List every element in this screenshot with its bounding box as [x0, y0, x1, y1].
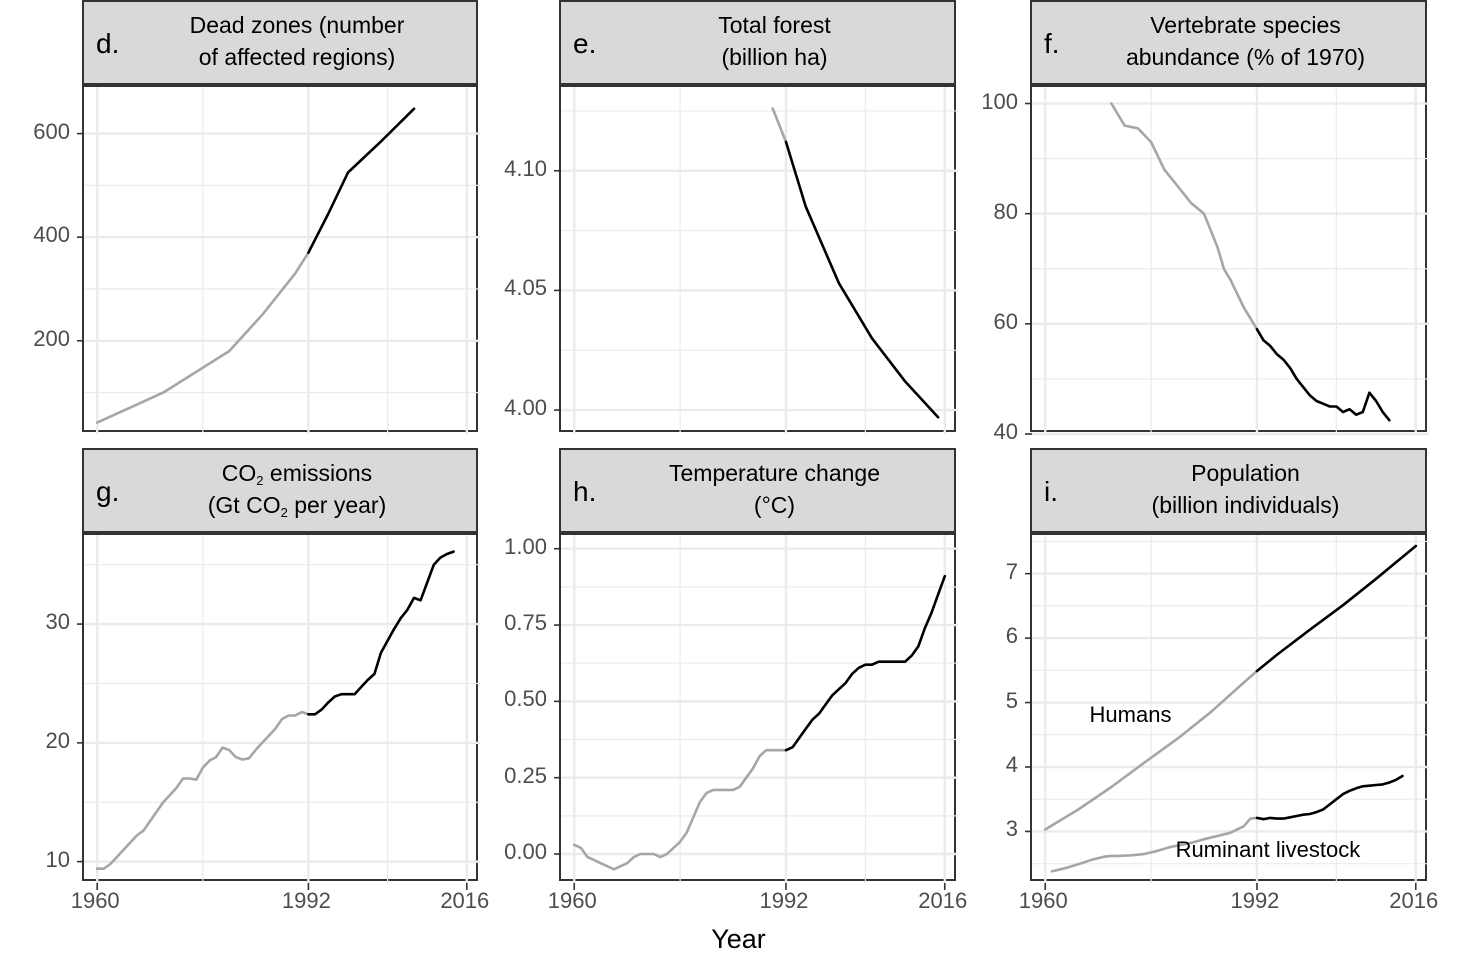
- facet-strip: d. Dead zones (number of affected regions): [82, 0, 478, 85]
- panel-title-line: (Gt CO2 per year): [207, 492, 387, 520]
- facet-strip: i. Population (billion individuals): [1030, 448, 1427, 533]
- series-line-recent: [1255, 544, 1418, 673]
- panel-g: g. CO2 emissions (Gt CO2 per year) 10 20 30 19…: [46, 448, 489, 913]
- y-tick-label: 60: [993, 308, 1018, 334]
- facet-strip: h. Temperature change (°C): [559, 448, 956, 533]
- panel-h: h. Temperature change (°C) 0.00 0.25 0.50 0.75…: [504, 448, 967, 913]
- y-tick-label: 400: [33, 222, 70, 248]
- panel-title-line: (billion individuals): [1151, 492, 1340, 518]
- x-tick-label: 1960: [1018, 888, 1068, 913]
- panel-letter: e.: [573, 28, 597, 59]
- panel-e: e. Total forest (billion ha) 4.00 4.05 4.10: [504, 0, 958, 434]
- plot-area: [1025, 85, 1429, 436]
- x-tick-label: 1992: [759, 888, 809, 913]
- facet-strip: g. CO2 emissions (Gt CO2 per year): [82, 448, 478, 533]
- plot-svg: [77, 535, 480, 890]
- panel-d: d. Dead zones (number of affected regions)…: [33, 0, 480, 434]
- facet-strip: e. Total forest (billion ha): [559, 0, 956, 85]
- x-tick-label: 1992: [281, 888, 331, 913]
- y-tick-label: 80: [993, 198, 1018, 224]
- y-tick-label: 40: [993, 419, 1018, 444]
- panel-title-line: Vertebrate species: [1150, 12, 1341, 38]
- series-line-historical: [1043, 669, 1259, 831]
- y-tick-label: 3: [1005, 816, 1018, 842]
- facet-strip: f. Vertebrate species abundance (% of 1970…: [1030, 0, 1427, 85]
- x-tick-label: 2016: [918, 888, 968, 913]
- series-line-historical: [1110, 102, 1259, 331]
- panel-letter: g.: [96, 476, 120, 507]
- series-line-historical: [95, 251, 310, 424]
- panel-letter: f.: [1044, 28, 1060, 59]
- panel-title-line: Population: [1191, 460, 1300, 486]
- plot-area: [554, 533, 958, 890]
- series-line-recent: [784, 140, 940, 419]
- y-tick-label: 0.25: [504, 762, 547, 788]
- plot-svg: [554, 535, 958, 890]
- plot-area: [77, 85, 480, 434]
- x-tick-label: 2016: [1389, 888, 1439, 913]
- panel-letter: i.: [1044, 476, 1058, 507]
- y-tick-label: 0.50: [504, 686, 547, 712]
- x-tick-label: 1960: [547, 888, 597, 913]
- y-tick-label: 5: [1005, 687, 1018, 713]
- plot-svg: [1025, 87, 1429, 436]
- y-tick-label: 0.00: [504, 839, 547, 864]
- y-tick-label: 0.75: [504, 610, 547, 636]
- x-axis-title: Year: [711, 924, 766, 954]
- y-tick-label: 4: [1005, 752, 1018, 777]
- series-line-recent: [1255, 774, 1404, 821]
- x-tick-label: 1992: [1230, 888, 1280, 913]
- panel-title-line: Total forest: [718, 12, 831, 38]
- plot-svg: [77, 87, 480, 434]
- panel-title-line: CO2 emissions: [221, 460, 373, 488]
- y-tick-label: 200: [33, 325, 70, 351]
- panel-title-line: of affected regions): [198, 44, 396, 70]
- panel-title-line: Temperature change: [669, 460, 880, 486]
- plot-area: [1025, 533, 1429, 890]
- x-tick-label: 1960: [70, 888, 120, 913]
- y-tick-label: 4.00: [504, 395, 547, 421]
- panel-title-line: (°C): [753, 492, 796, 518]
- series-line-historical: [1050, 816, 1259, 873]
- y-tick-label: 4.05: [504, 275, 547, 301]
- y-tick-label: 10: [45, 846, 70, 872]
- ruminant-livestock-label: Ruminant livestock: [1175, 837, 1361, 863]
- panel-title-line: Dead zones (number: [189, 12, 405, 38]
- series-line-recent: [784, 574, 947, 752]
- series-line-recent: [1255, 328, 1391, 422]
- panel-title-line: (billion ha): [721, 44, 828, 70]
- series-line-recent: [307, 550, 455, 716]
- y-tick-label: 1.00: [504, 533, 547, 559]
- panel-letter: h.: [573, 476, 597, 507]
- plot-svg: [1025, 535, 1429, 890]
- y-tick-label: 600: [33, 118, 70, 144]
- series-line-recent: [307, 107, 416, 254]
- y-tick-label: 7: [1005, 558, 1018, 584]
- series-line-historical: [95, 710, 310, 870]
- plot-area: [554, 85, 958, 434]
- plot-svg: [554, 87, 958, 434]
- x-tick-label: 2016: [440, 888, 490, 913]
- y-tick-label: 100: [981, 88, 1018, 114]
- panel-i: i. Population (billion individuals) 3 4 5 6 7 19…: [1006, 448, 1438, 913]
- plot-area: [77, 533, 480, 890]
- panel-letter: d.: [96, 28, 120, 59]
- series-line-historical: [572, 748, 788, 871]
- humans-label: Humans: [1089, 701, 1172, 727]
- panel-title-line: abundance (% of 1970): [1125, 44, 1366, 70]
- y-tick-label: 20: [45, 727, 70, 753]
- y-tick-label: 4.10: [504, 155, 547, 181]
- panel-f: f. Vertebrate species abundance (% of 1970…: [981, 0, 1429, 444]
- y-tick-label: 30: [45, 609, 70, 635]
- series-line-historical: [771, 107, 788, 144]
- y-tick-label: 6: [1005, 623, 1018, 649]
